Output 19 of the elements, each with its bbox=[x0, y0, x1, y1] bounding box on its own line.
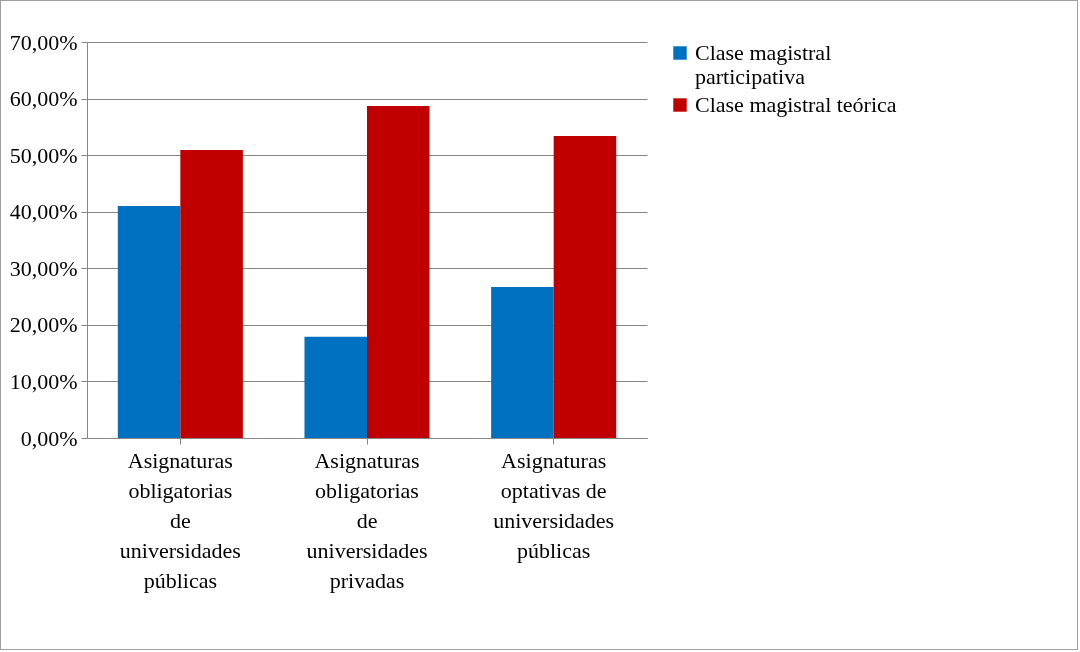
y-tick-label: 10,00% bbox=[9, 368, 78, 394]
y-tick-label: 30,00% bbox=[9, 255, 78, 281]
bar bbox=[491, 286, 554, 438]
bar bbox=[180, 150, 243, 438]
x-tick-label: Asignaturas optativas de universidades públicas bbox=[493, 447, 615, 563]
legend-label: Clase magistral participativa bbox=[695, 40, 832, 89]
y-tick-label: 0,00% bbox=[20, 425, 78, 451]
bar bbox=[553, 135, 617, 438]
legend-label: Clase magistral teórica bbox=[695, 92, 897, 117]
y-tick-label: 60,00% bbox=[9, 86, 78, 112]
y-tick-label: 20,00% bbox=[9, 312, 78, 338]
bar bbox=[117, 206, 181, 438]
y-tick-label: 40,00% bbox=[9, 199, 78, 225]
bar bbox=[304, 336, 367, 438]
x-tick-label: Asignaturas obligatorias de universidades públicas bbox=[119, 447, 241, 593]
bar bbox=[367, 105, 430, 438]
y-tick-label: 50,00% bbox=[9, 142, 78, 168]
y-tick-label: 70,00% bbox=[9, 29, 78, 55]
x-tick-label: Asignaturas obligatorias de universidades privadas bbox=[306, 447, 428, 593]
